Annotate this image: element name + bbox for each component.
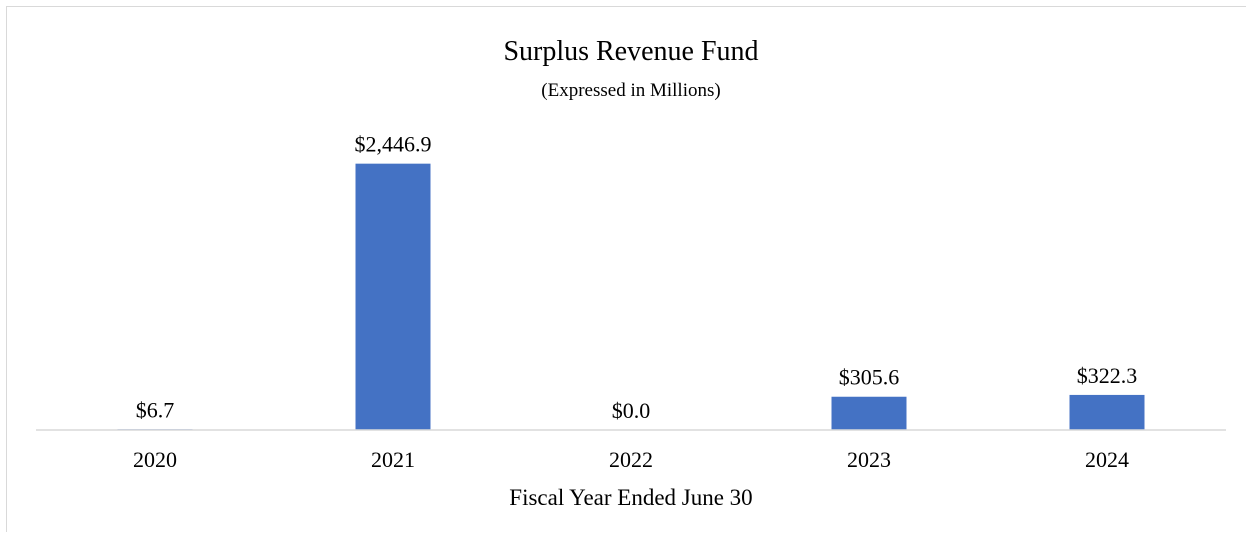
x-tick-label-2020: 2020 (133, 447, 177, 472)
data-label-2023: $305.6 (839, 365, 900, 390)
bars-group (117, 163, 1145, 430)
data-label-2021: $2,446.9 (355, 132, 432, 157)
chart-title: Surplus Revenue Fund (503, 36, 758, 67)
data-label-2024: $322.3 (1077, 363, 1138, 388)
data-label-2020: $6.7 (136, 397, 175, 422)
data-labels-group: $6.7 $2,446.9 $0.0 $305.6 $322.3 (136, 132, 1138, 423)
bar-2024 (1069, 394, 1145, 430)
bar-2021 (355, 163, 431, 430)
x-tick-label-2023: 2023 (847, 447, 891, 472)
chart-subtitle: (Expressed in Millions) (541, 80, 720, 101)
x-tick-labels-group: 2020 2021 2022 2023 2024 (133, 447, 1129, 472)
data-label-2022: $0.0 (612, 398, 651, 423)
x-axis-title: Fiscal Year Ended June 30 (509, 485, 752, 510)
x-tick-label-2024: 2024 (1085, 447, 1129, 472)
x-tick-label-2022: 2022 (609, 447, 653, 472)
bar-2023 (831, 396, 907, 430)
x-tick-label-2021: 2021 (371, 447, 415, 472)
chart-frame (6, 6, 1246, 532)
